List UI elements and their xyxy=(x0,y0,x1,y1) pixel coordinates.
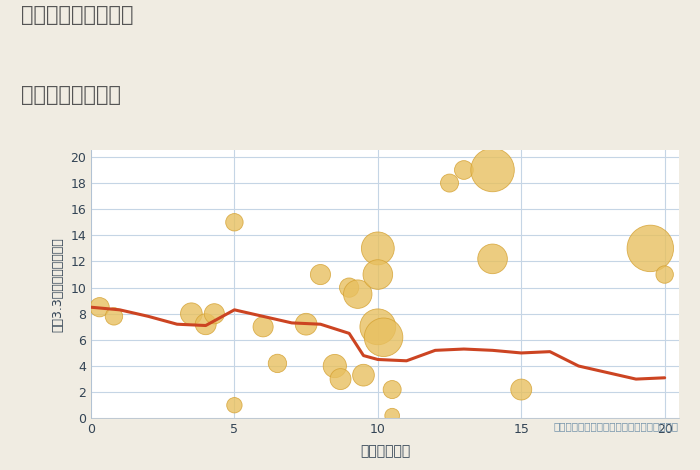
Text: 円の大きさは、取引のあった物件面積を示す: 円の大きさは、取引のあった物件面積を示す xyxy=(554,421,679,431)
Point xyxy=(645,245,656,252)
Point xyxy=(258,323,269,330)
Point xyxy=(358,371,369,379)
Point xyxy=(94,304,105,311)
Point xyxy=(516,386,527,393)
Point xyxy=(372,271,384,278)
Point xyxy=(229,219,240,226)
Point xyxy=(386,386,398,393)
Point xyxy=(329,362,340,370)
X-axis label: 駅距離（分）: 駅距離（分） xyxy=(360,445,410,459)
Point xyxy=(386,412,398,419)
Point xyxy=(378,334,389,341)
Point xyxy=(229,401,240,409)
Point xyxy=(300,321,312,328)
Point xyxy=(272,360,283,367)
Y-axis label: 坪（3.3㎡）単価（万円）: 坪（3.3㎡）単価（万円） xyxy=(52,237,64,332)
Point xyxy=(487,166,498,174)
Point xyxy=(487,255,498,263)
Point xyxy=(458,166,470,174)
Point xyxy=(200,321,211,328)
Point xyxy=(315,271,326,278)
Point xyxy=(659,271,671,278)
Point xyxy=(186,310,197,318)
Point xyxy=(344,284,355,291)
Point xyxy=(444,180,455,187)
Point xyxy=(209,310,220,318)
Point xyxy=(108,313,120,320)
Text: 駅距離別土地価格: 駅距離別土地価格 xyxy=(21,85,121,105)
Point xyxy=(372,323,384,330)
Point xyxy=(352,290,363,298)
Point xyxy=(335,376,346,383)
Text: 三重県伊賀市山出の: 三重県伊賀市山出の xyxy=(21,5,134,25)
Point xyxy=(372,245,384,252)
